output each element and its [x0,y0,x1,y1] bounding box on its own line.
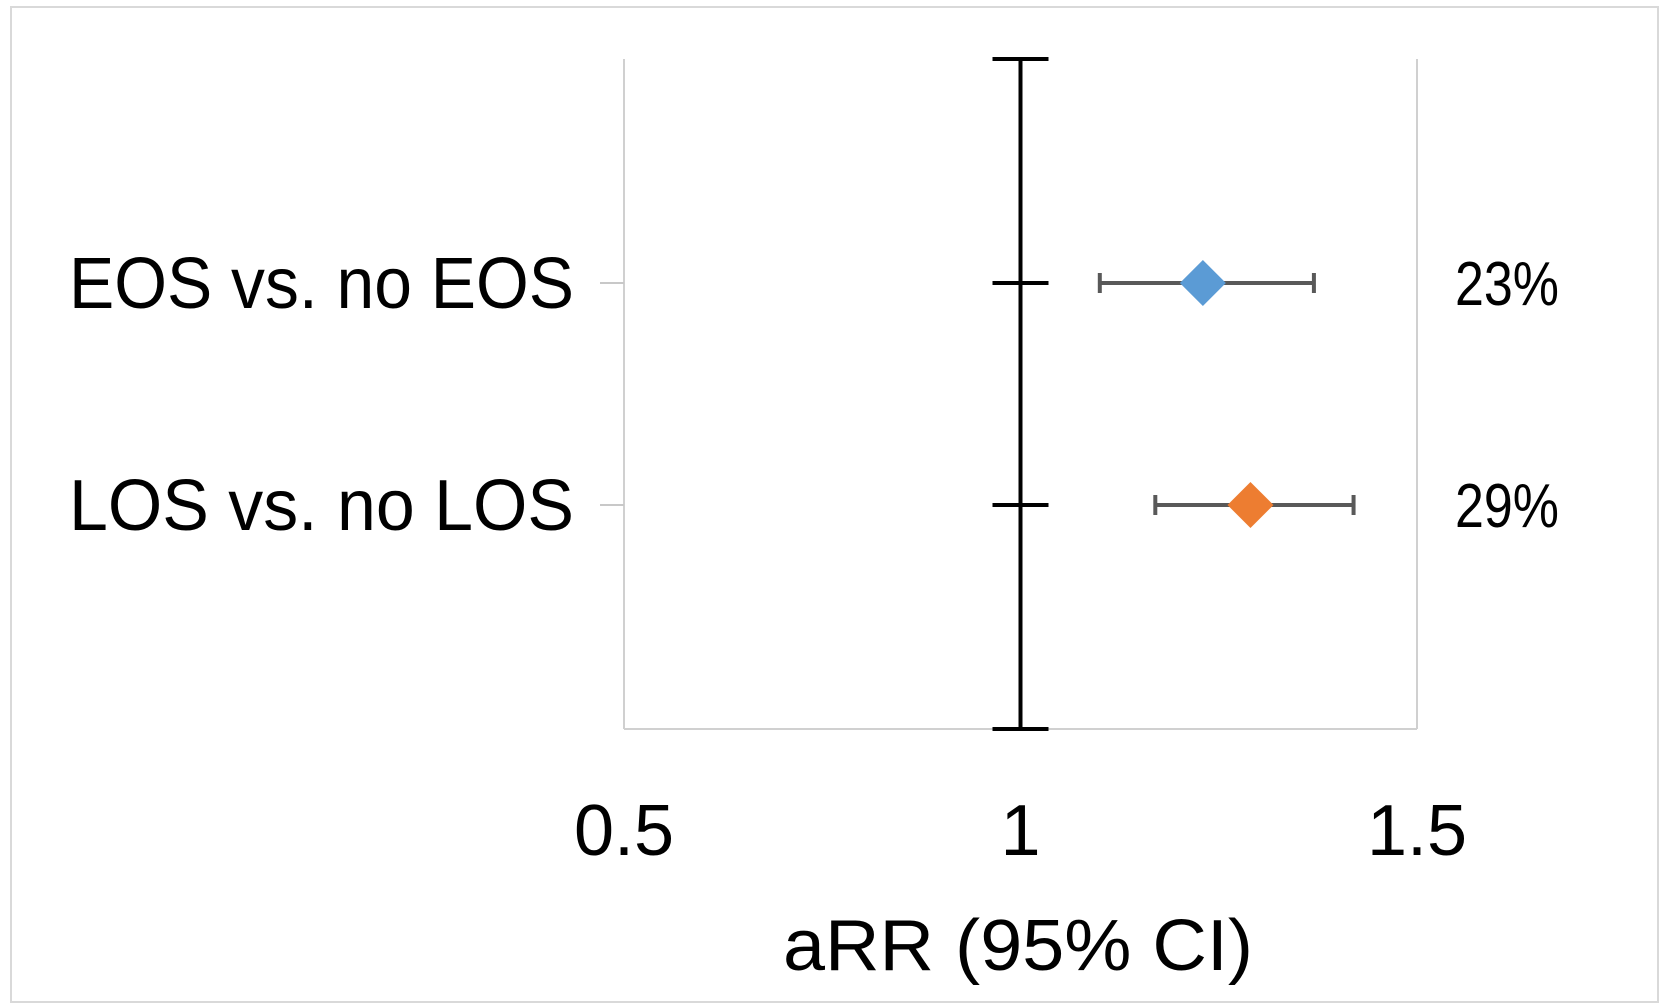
estimate-point [1179,260,1226,306]
data-label: 23% [1455,250,1559,319]
x-axis-label: aRR (95% CI) [783,906,1253,986]
x-tick-label: 1.5 [1367,791,1467,871]
data-label: 29% [1455,472,1559,541]
category-label: EOS vs. no EOS [69,244,574,324]
x-tick-label: 1 [1000,791,1040,871]
chart-frame [10,6,1659,1003]
category-label: LOS vs. no LOS [69,466,574,546]
estimate-point [1227,482,1274,528]
chart-marks: 23% 29% [1097,250,1559,541]
x-tick-label: 0.5 [574,791,674,871]
plot-area: 0.5 1 1.5 EOS vs. no EOS LOS vs. no LOS [69,57,1467,871]
